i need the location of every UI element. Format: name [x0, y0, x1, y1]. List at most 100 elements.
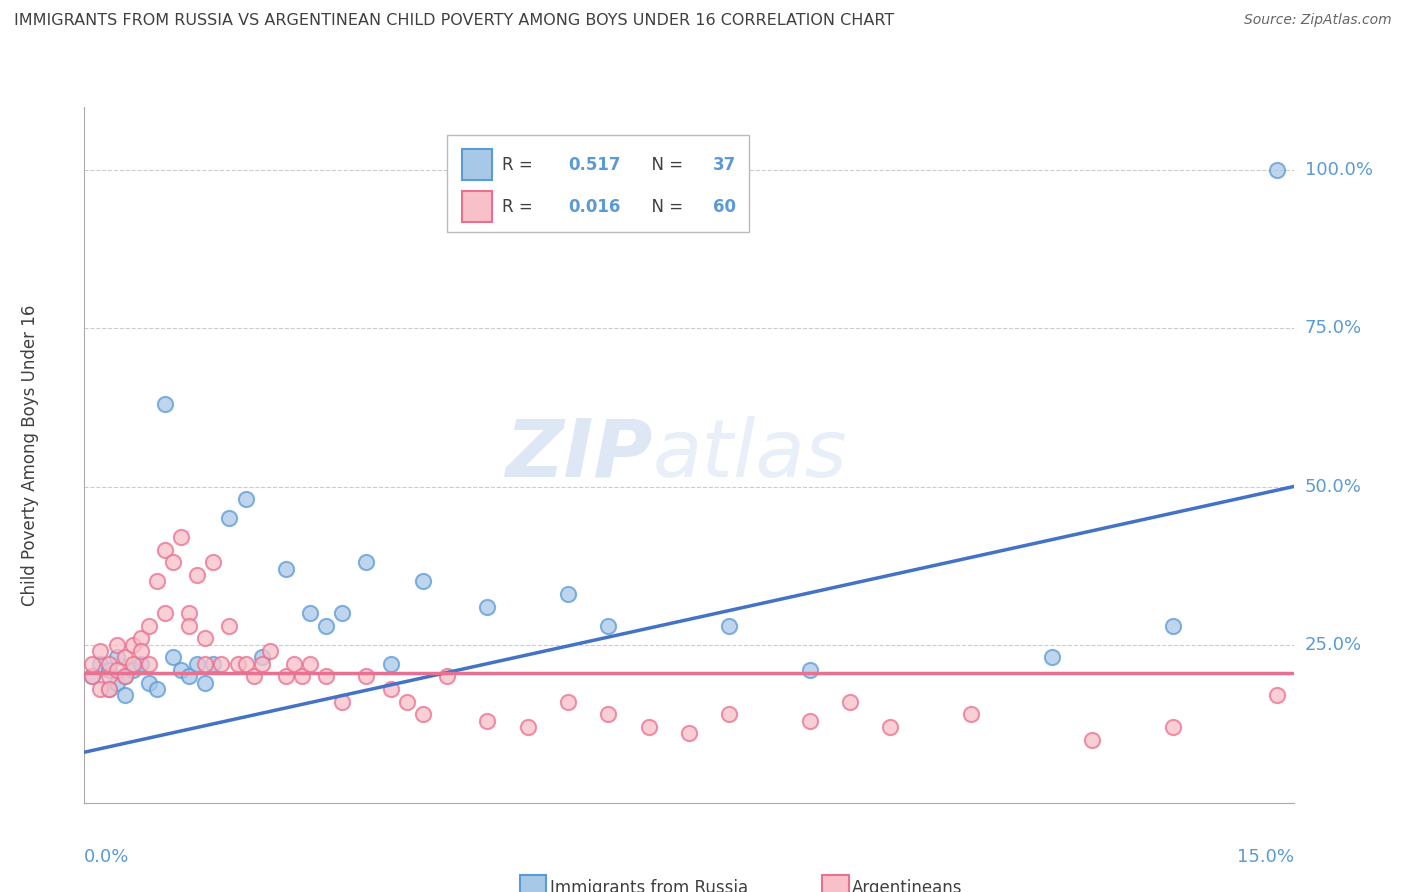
Point	[105, 675, 128, 690]
Point	[412, 707, 434, 722]
Point	[315, 669, 337, 683]
Point	[121, 638, 143, 652]
Point	[129, 632, 152, 646]
Text: Child Poverty Among Boys Under 16: Child Poverty Among Boys Under 16	[21, 304, 39, 606]
Point	[637, 720, 659, 734]
Point	[121, 663, 143, 677]
Point	[516, 720, 538, 734]
FancyBboxPatch shape	[447, 135, 749, 232]
Point	[315, 618, 337, 632]
Point	[105, 638, 128, 652]
Point	[250, 650, 273, 665]
Point	[1161, 720, 1184, 734]
Point	[226, 657, 249, 671]
Point	[194, 675, 217, 690]
Bar	[461, 191, 492, 222]
Point	[477, 714, 499, 728]
Point	[380, 681, 402, 696]
Point	[1161, 618, 1184, 632]
Text: 100.0%: 100.0%	[1305, 161, 1372, 179]
Point	[202, 556, 225, 570]
Point	[114, 669, 136, 683]
Point	[129, 644, 152, 658]
Point	[146, 681, 169, 696]
Text: 60: 60	[713, 197, 737, 216]
Text: 15.0%: 15.0%	[1236, 848, 1294, 866]
Point	[97, 681, 120, 696]
Point	[235, 492, 257, 507]
Point	[89, 681, 111, 696]
Point	[82, 669, 104, 683]
Point	[138, 657, 160, 671]
Point	[330, 606, 353, 620]
Point	[283, 657, 305, 671]
Point	[718, 618, 741, 632]
Point	[186, 568, 208, 582]
Point	[477, 599, 499, 614]
Text: 0.0%: 0.0%	[84, 848, 129, 866]
Text: 50.0%: 50.0%	[1305, 477, 1361, 496]
Point	[153, 397, 176, 411]
Text: 25.0%: 25.0%	[1305, 636, 1362, 654]
Text: R =: R =	[502, 156, 537, 174]
Text: 0.016: 0.016	[568, 197, 620, 216]
Point	[598, 707, 620, 722]
Point	[114, 669, 136, 683]
Bar	[461, 149, 492, 180]
Text: atlas: atlas	[652, 416, 848, 494]
Point	[799, 714, 821, 728]
Point	[879, 720, 901, 734]
Point	[299, 606, 322, 620]
Point	[114, 650, 136, 665]
Text: 75.0%: 75.0%	[1305, 319, 1362, 337]
Bar	[520, 875, 547, 892]
Text: R =: R =	[502, 197, 537, 216]
Point	[97, 657, 120, 671]
Point	[718, 707, 741, 722]
Point	[291, 669, 314, 683]
Point	[89, 644, 111, 658]
Point	[121, 657, 143, 671]
Point	[179, 606, 201, 620]
Point	[202, 657, 225, 671]
Point	[194, 632, 217, 646]
Text: N =: N =	[641, 197, 688, 216]
Bar	[823, 875, 849, 892]
Point	[138, 618, 160, 632]
Text: IMMIGRANTS FROM RUSSIA VS ARGENTINEAN CHILD POVERTY AMONG BOYS UNDER 16 CORRELAT: IMMIGRANTS FROM RUSSIA VS ARGENTINEAN CH…	[14, 13, 894, 29]
Point	[960, 707, 983, 722]
Point	[97, 669, 120, 683]
Point	[250, 657, 273, 671]
Point	[1040, 650, 1063, 665]
Point	[330, 695, 353, 709]
Point	[557, 695, 579, 709]
Point	[299, 657, 322, 671]
Point	[1081, 732, 1104, 747]
Point	[170, 663, 193, 677]
Point	[259, 644, 281, 658]
Text: N =: N =	[641, 156, 688, 174]
Point	[557, 587, 579, 601]
Point	[89, 657, 111, 671]
Point	[186, 657, 208, 671]
Point	[218, 618, 240, 632]
Point	[162, 556, 184, 570]
Point	[274, 669, 297, 683]
Text: Immigrants from Russia: Immigrants from Russia	[550, 880, 748, 892]
Point	[105, 663, 128, 677]
Point	[1267, 688, 1289, 702]
Point	[380, 657, 402, 671]
Point	[82, 657, 104, 671]
Point	[97, 663, 120, 677]
Point	[209, 657, 232, 671]
Point	[1267, 163, 1289, 178]
Point	[436, 669, 458, 683]
Point	[153, 542, 176, 557]
Point	[274, 562, 297, 576]
Point	[678, 726, 700, 740]
Text: 37: 37	[713, 156, 737, 174]
Point	[179, 618, 201, 632]
Point	[242, 669, 264, 683]
Point	[395, 695, 418, 709]
Point	[799, 663, 821, 677]
